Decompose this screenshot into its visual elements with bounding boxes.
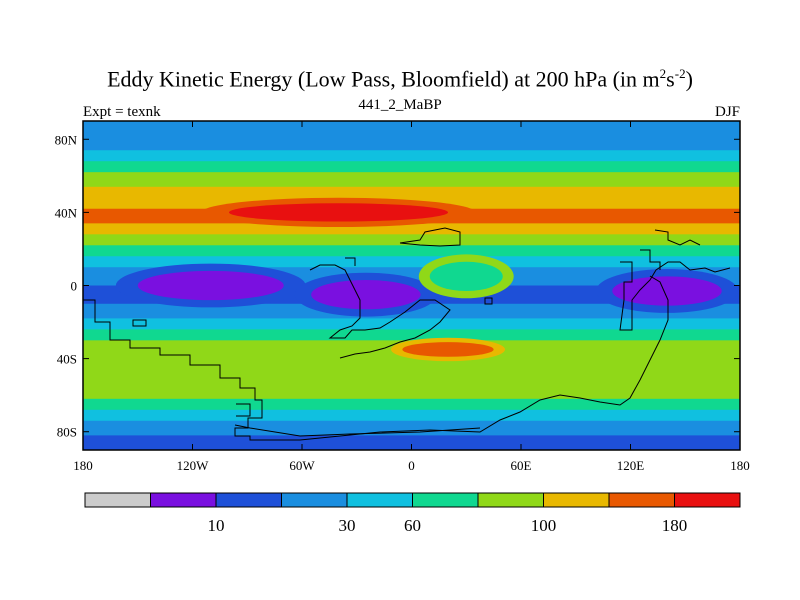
eke-field [83,121,740,450]
season-label: DJF [714,104,740,120]
eke-band [83,150,740,162]
x-tick-label: 60E [511,458,532,473]
colorbar-box [215,492,282,508]
y-tick-label: 0 [71,279,78,294]
colorbar-box [674,492,741,508]
eke-band [83,435,740,450]
eke-band [83,161,740,173]
eke-band [83,234,740,246]
x-tick-label: 180 [730,458,750,473]
coastlines [83,227,731,441]
eke-band [83,358,740,385]
colorbar-box [608,492,675,508]
eke-band [83,223,740,235]
eke-band [83,384,740,400]
eke-band [83,398,740,411]
eke-max [402,342,494,357]
colorbar-box [412,492,479,508]
eke-band [83,121,740,137]
eke-min [311,280,421,310]
chart-title: Eddy Kinetic Energy (Low Pass, Bloomfiel… [107,66,693,92]
x-tick-label: 0 [408,458,415,473]
eke-band [83,172,740,188]
eke-band [83,245,740,257]
eke-min [429,261,503,291]
eke-band [83,409,740,422]
eke-band [83,135,740,151]
coastline-indonesia [640,249,661,270]
colorbar-box [543,492,610,508]
colorbar-box [84,492,151,508]
coastline-africa-europe [399,227,461,247]
coastline-isle-2 [484,297,493,305]
eke-band [83,420,740,436]
colorbar: 10 30 60 100 180 [84,492,741,535]
coastline-antarctic-edge [234,424,481,437]
eke-min [612,276,722,306]
colorbar-box [281,492,348,508]
colorbar-label: 60 [404,516,421,535]
coastline-isle-3 [132,319,147,327]
eke-min [137,270,284,301]
eke-max [229,203,448,222]
y-tick-label: 80S [57,425,77,440]
colorbar-box [150,492,217,508]
x-tick-label: 120E [617,458,645,473]
eke-band [83,318,740,330]
colorbar-label: 10 [208,516,225,535]
experiment-label: Expt = texnk [83,104,161,120]
colorbar-box [477,492,544,508]
coastline-africa [309,264,451,359]
x-tick-label: 60W [289,458,315,473]
y-tick-label: 40S [57,352,77,367]
y-tick-label: 40N [55,205,78,220]
y-tick-label: 80N [55,132,78,147]
coastline-isle [345,257,356,266]
coastline-north [654,229,701,246]
coastline-isle-4 [236,403,251,417]
axes: 180 120W 60W 0 60E 120E 180 80N 40N 0 40S 80S [55,121,750,473]
coastline-south-america [83,275,669,441]
chart-subtitle: 441_2_MaBP [358,97,442,113]
colorbar-label: 30 [339,516,356,535]
eke-band [83,329,740,341]
eke-band [83,256,740,268]
colorbar-label: 180 [662,516,688,535]
x-tick-label: 120W [177,458,210,473]
coastline-asia [619,261,731,331]
x-tick-label: 180 [73,458,93,473]
colorbar-label: 100 [531,516,557,535]
colorbar-box [346,492,413,508]
